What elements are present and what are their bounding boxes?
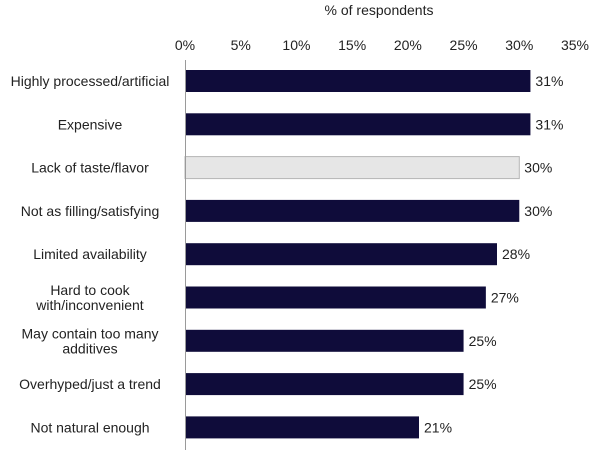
bar [185,373,464,396]
category-label: Limited availability [33,246,147,262]
bar [185,416,419,439]
category-label: Not natural enough [30,419,149,435]
category-label-line: Highly processed/artificial [11,73,170,89]
tick-label: 15% [338,37,366,53]
bar [185,243,497,266]
category-label: Overhyped/just a trend [19,376,161,392]
category-label-line: Hard to cook [50,282,130,298]
tick-label: 20% [394,37,422,53]
axis-title: % of respondents [325,2,434,18]
data-label: 31% [535,116,563,132]
category-label-line: Not as filling/satisfying [21,203,160,219]
tick-label: 0% [175,37,195,53]
tick-label: 30% [505,37,533,53]
bar [185,286,486,309]
data-label: 21% [424,419,452,435]
category-label: Expensive [58,116,123,132]
data-label: 30% [524,203,552,219]
category-label: Not as filling/satisfying [21,203,160,219]
data-label: 25% [469,333,497,349]
data-label: 30% [524,160,552,176]
category-label-line: with/inconvenient [35,297,144,313]
bar [185,70,531,92]
bar [184,156,520,180]
data-label: 31% [535,73,563,89]
tick-label: 10% [282,37,310,53]
tick-label: 35% [561,37,589,53]
data-label: 28% [502,246,530,262]
category-labels: Highly processed/artificial Expensive Lack… [11,73,170,435]
category-label-line: Expensive [58,116,123,132]
category-label: May contain too many additives [22,325,159,356]
category-label-line: May contain too many [22,325,159,341]
bar [185,113,531,136]
category-label-line: Lack of taste/flavor [31,160,149,176]
x-axis-ticks: 0% 5% 10% 15% 20% 25% 30% 35% [175,37,589,53]
data-label: 27% [491,290,519,306]
category-label: Highly processed/artificial [11,73,170,89]
category-label-line: Limited availability [33,246,147,262]
category-label-line: Overhyped/just a trend [19,376,161,392]
category-label: Hard to cook with/inconvenient [35,282,144,313]
category-label-line: additives [62,340,117,356]
category-label: Lack of taste/flavor [31,160,149,176]
bar [185,199,520,222]
data-labels: 31% 31% 30% 30% 28% 27% 25% 25% 21% [424,73,563,435]
tick-label: 25% [450,37,478,53]
category-label-line: Not natural enough [30,419,149,435]
data-label: 25% [469,376,497,392]
bar [185,329,464,352]
tick-label: 5% [231,37,251,53]
